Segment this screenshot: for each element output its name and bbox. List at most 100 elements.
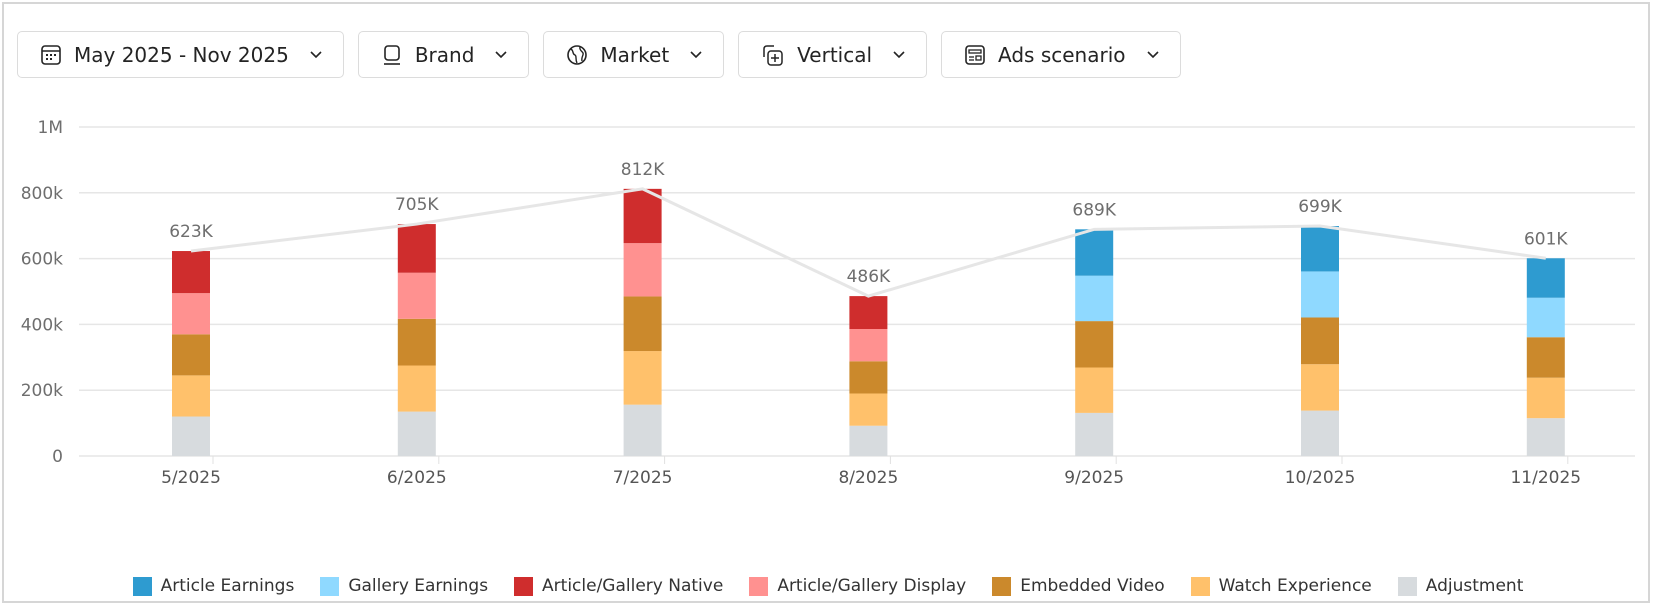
legend-item[interactable]: Article Earnings [132, 576, 295, 596]
legend-label: Embedded Video [1020, 576, 1165, 596]
bar-segment [1075, 229, 1114, 276]
total-data-label: 486K [847, 267, 891, 287]
bar-segment [849, 425, 888, 456]
y-tick-label: 0 [52, 447, 63, 467]
vertical-dropdown[interactable]: Vertical [738, 31, 928, 78]
legend-label: Gallery Earnings [348, 576, 489, 596]
bar-segment [172, 375, 210, 417]
x-tick-label: 9/2025 [1064, 468, 1124, 488]
legend-item[interactable]: Watch Experience [1190, 576, 1372, 596]
ads-scenario-label: Ads scenario [998, 42, 1126, 67]
total-line [190, 187, 1547, 298]
total-data-label: 812K [621, 160, 665, 180]
legend-item[interactable]: Embedded Video [992, 576, 1165, 596]
x-tick-label: 5/2025 [161, 468, 221, 488]
x-tick-label: 7/2025 [613, 468, 673, 488]
bar-segment [623, 351, 662, 405]
bar-segment [849, 329, 888, 362]
bar-segment [1526, 258, 1565, 298]
bar-segment [1301, 271, 1339, 318]
total-data-label: 705K [395, 195, 439, 215]
layout-icon [965, 44, 985, 65]
bar-segment [623, 404, 662, 456]
legend-label: Article/Gallery Native [542, 576, 724, 596]
bar-segment [397, 365, 436, 412]
chevron-down-icon [495, 50, 507, 58]
y-tick-label: 400k [21, 315, 63, 335]
bar-segment [397, 272, 436, 319]
legend-swatch [992, 576, 1012, 596]
bar-segment [397, 411, 436, 456]
legend-label: Watch Experience [1218, 576, 1372, 596]
vertical-label: Vertical [797, 42, 873, 67]
globe-icon [567, 44, 588, 65]
bar-segment [623, 243, 662, 297]
legend-swatch [749, 576, 769, 596]
bar-segment [1526, 377, 1565, 419]
y-tick-label: 200k [21, 381, 63, 401]
legend-swatch [132, 576, 152, 596]
x-tick-label: 11/2025 [1510, 468, 1581, 488]
bar-segment [1075, 321, 1114, 368]
legend-swatch [514, 576, 534, 596]
legend-item[interactable]: Adjustment [1397, 576, 1524, 596]
chevron-down-icon [893, 50, 905, 58]
legend-label: Article/Gallery Display [777, 576, 967, 596]
bar-segment [1301, 317, 1339, 365]
legend-item[interactable]: Article/Gallery Display [749, 576, 966, 596]
bar-segment [849, 296, 888, 330]
x-tick-label: 8/2025 [838, 468, 898, 488]
bar-segment [1526, 418, 1565, 456]
total-data-label: 689K [1072, 200, 1116, 220]
bar-segment [849, 393, 888, 426]
chevron-down-icon [690, 50, 702, 58]
bar-segment [1301, 364, 1339, 411]
bar-segment [1526, 297, 1565, 338]
bar-segment [1075, 367, 1114, 413]
market-label: Market [600, 42, 670, 67]
legend-label: Article Earnings [160, 576, 295, 596]
bar-segment [1301, 226, 1339, 272]
x-tick-label: 10/2025 [1285, 468, 1356, 488]
y-tick-label: 1M [38, 118, 63, 138]
bar-segment [1075, 275, 1114, 322]
bar-segment [397, 224, 436, 273]
bar-segment [1301, 410, 1339, 456]
legend-item[interactable]: Article/Gallery Native [514, 576, 723, 596]
total-data-label: 699K [1298, 197, 1342, 217]
market-dropdown[interactable]: Market [543, 31, 725, 78]
bar-segment [172, 416, 210, 456]
bar-segment [172, 334, 210, 376]
bar-segment [1526, 337, 1565, 378]
bar-segment [623, 188, 662, 244]
filter-bar: May 2025 - Nov 2025 Brand Market Vertica… [17, 31, 1181, 78]
total-data-label: 601K [1524, 229, 1568, 249]
total-data-label: 623K [169, 222, 213, 242]
y-tick-label: 600k [21, 250, 63, 270]
calendar-icon [41, 44, 61, 65]
y-tick-label: 800k [21, 184, 63, 204]
x-tick-label: 6/2025 [387, 468, 447, 488]
add-square-multiple-icon [763, 44, 783, 66]
ads-scenario-dropdown[interactable]: Ads scenario [941, 31, 1181, 78]
chart-legend: Article Earnings Gallery Earnings Article/… [0, 576, 1656, 596]
bar-segment [623, 296, 662, 352]
bar-segment [397, 318, 436, 366]
legend-label: Adjustment [1425, 576, 1524, 596]
legend-swatch [1190, 576, 1210, 596]
bar-segment [172, 251, 210, 294]
legend-item[interactable]: Gallery Earnings [320, 576, 488, 596]
chevron-down-icon [1146, 50, 1159, 58]
date-range-label: May 2025 - Nov 2025 [74, 42, 289, 67]
bar-segment [849, 361, 888, 394]
brand-label: Brand [414, 42, 475, 67]
legend-swatch [320, 576, 340, 596]
date-range-dropdown[interactable]: May 2025 - Nov 2025 [17, 31, 344, 78]
legend-swatch [1397, 576, 1417, 596]
chevron-down-icon [310, 50, 322, 58]
tag-icon [383, 44, 400, 65]
bar-segment [172, 293, 210, 335]
brand-dropdown[interactable]: Brand [357, 31, 530, 78]
